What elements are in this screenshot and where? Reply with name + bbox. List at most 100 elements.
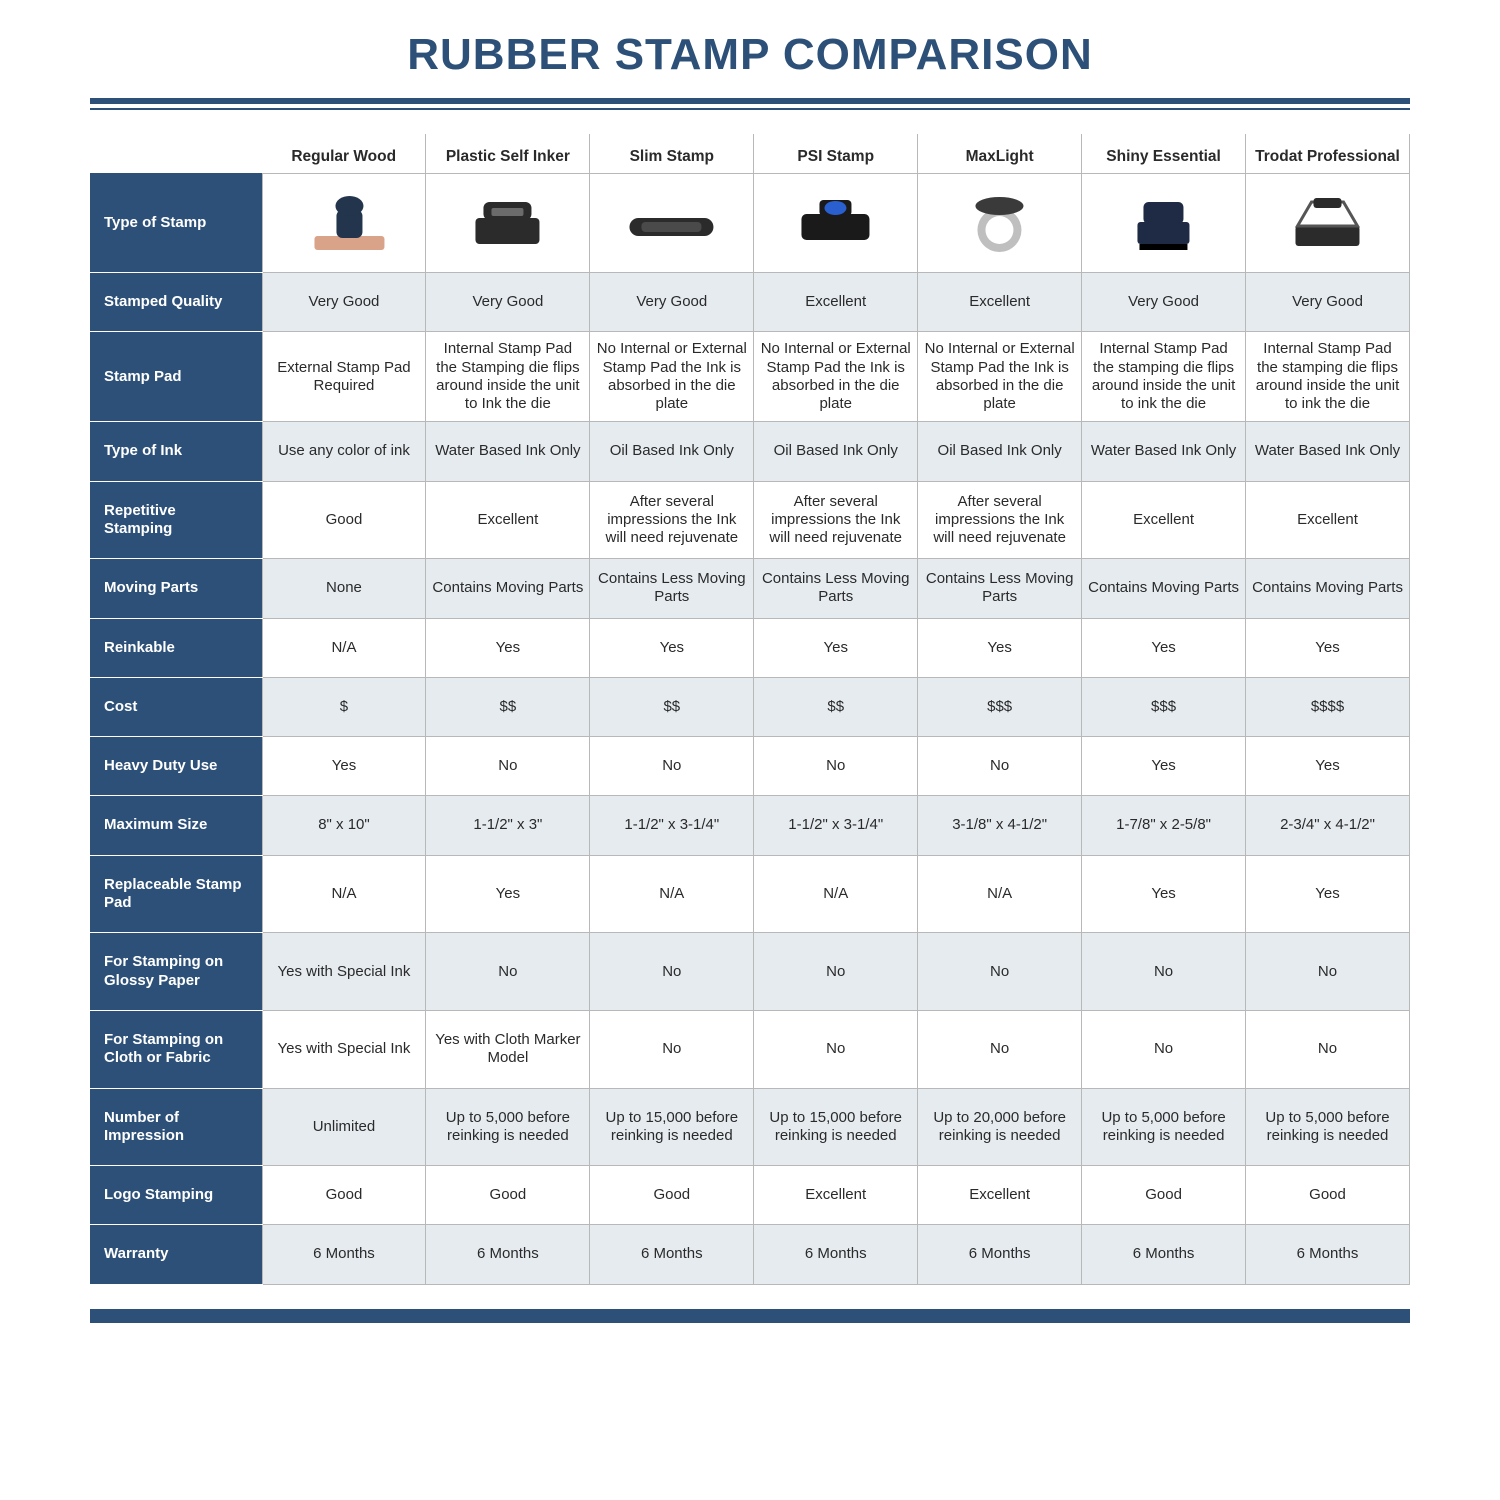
- stamp-icon: [760, 188, 911, 258]
- column-header: Shiny Essential: [1082, 134, 1246, 173]
- cell: Oil Based Ink Only: [590, 422, 754, 481]
- column-header: Trodat Professional: [1246, 134, 1410, 173]
- cell: No: [1082, 933, 1246, 1011]
- cell: No: [918, 737, 1082, 796]
- cell: Yes: [262, 737, 426, 796]
- cell: No: [590, 933, 754, 1011]
- cell: 6 Months: [1246, 1225, 1410, 1284]
- header-row: Regular WoodPlastic Self InkerSlim Stamp…: [90, 134, 1410, 173]
- cell: N/A: [262, 855, 426, 933]
- row-label: Number of Impression: [90, 1088, 262, 1166]
- row-label: Type of Stamp: [90, 173, 262, 272]
- cell: 1-1/2" x 3-1/4": [590, 796, 754, 855]
- cell: None: [262, 559, 426, 618]
- cell: No: [918, 933, 1082, 1011]
- table-row: For Stamping on Cloth or FabricYes with …: [90, 1010, 1410, 1088]
- cell: $$$$: [1246, 677, 1410, 736]
- cell: 6 Months: [590, 1225, 754, 1284]
- cell: No Internal or External Stamp Pad the In…: [754, 332, 918, 422]
- cell: Contains Less Moving Parts: [754, 559, 918, 618]
- row-label: Stamp Pad: [90, 332, 262, 422]
- row-label: For Stamping on Cloth or Fabric: [90, 1010, 262, 1088]
- cell: $: [262, 677, 426, 736]
- row-label: Cost: [90, 677, 262, 736]
- cell: Very Good: [1246, 272, 1410, 331]
- cell: $$$: [918, 677, 1082, 736]
- cell: $$: [426, 677, 590, 736]
- cell: 6 Months: [426, 1225, 590, 1284]
- cell: Very Good: [262, 272, 426, 331]
- cell: $$$: [1082, 677, 1246, 736]
- cell: $$: [754, 677, 918, 736]
- table-body: Type of StampStamped QualityVery GoodVer…: [90, 173, 1410, 1284]
- cell: No: [1246, 1010, 1410, 1088]
- cell: Yes: [918, 618, 1082, 677]
- cell: $$: [590, 677, 754, 736]
- cell: Good: [262, 481, 426, 559]
- column-header: Plastic Self Inker: [426, 134, 590, 173]
- row-label: Reinkable: [90, 618, 262, 677]
- cell: Contains Moving Parts: [1246, 559, 1410, 618]
- cell: Up to 15,000 before reinking is needed: [590, 1088, 754, 1166]
- cell: Yes with Special Ink: [262, 933, 426, 1011]
- header-blank: [90, 134, 262, 173]
- table-row: For Stamping on Glossy PaperYes with Spe…: [90, 933, 1410, 1011]
- column-header: PSI Stamp: [754, 134, 918, 173]
- stamp-image-cell: [918, 173, 1082, 272]
- cell: Yes: [1082, 737, 1246, 796]
- cell: 1-7/8" x 2-5/8": [1082, 796, 1246, 855]
- cell: Internal Stamp Pad the Stamping die flip…: [426, 332, 590, 422]
- cell: 3-1/8" x 4-1/2": [918, 796, 1082, 855]
- row-label: Maximum Size: [90, 796, 262, 855]
- table-row: Type of Stamp: [90, 173, 1410, 272]
- table-row: Maximum Size8" x 10"1-1/2" x 3"1-1/2" x …: [90, 796, 1410, 855]
- stamp-image-cell: [590, 173, 754, 272]
- comparison-table: Regular WoodPlastic Self InkerSlim Stamp…: [90, 134, 1410, 1285]
- cell: Yes: [426, 855, 590, 933]
- row-label: Warranty: [90, 1225, 262, 1284]
- cell: No: [754, 933, 918, 1011]
- cell: Excellent: [1246, 481, 1410, 559]
- table-row: ReinkableN/AYesYesYesYesYesYes: [90, 618, 1410, 677]
- stamp-icon: [269, 188, 420, 258]
- cell: 6 Months: [754, 1225, 918, 1284]
- stamp-icon: [432, 188, 583, 258]
- cell: Excellent: [918, 1166, 1082, 1225]
- cell: 8" x 10": [262, 796, 426, 855]
- cell: Good: [426, 1166, 590, 1225]
- row-label: Replaceable Stamp Pad: [90, 855, 262, 933]
- table-row: Repetitive StampingGoodExcellentAfter se…: [90, 481, 1410, 559]
- cell: Water Based Ink Only: [1082, 422, 1246, 481]
- cell: After several impressions the Ink will n…: [918, 481, 1082, 559]
- cell: No Internal or External Stamp Pad the In…: [590, 332, 754, 422]
- stamp-image-cell: [426, 173, 590, 272]
- cell: Yes: [1082, 618, 1246, 677]
- stamp-image-cell: [262, 173, 426, 272]
- cell: N/A: [590, 855, 754, 933]
- row-label: Type of Ink: [90, 422, 262, 481]
- cell: Internal Stamp Pad the stamping die flip…: [1082, 332, 1246, 422]
- row-label: Repetitive Stamping: [90, 481, 262, 559]
- table-row: Logo StampingGoodGoodGoodExcellentExcell…: [90, 1166, 1410, 1225]
- cell: No Internal or External Stamp Pad the In…: [918, 332, 1082, 422]
- stamp-icon: [1088, 188, 1239, 258]
- row-label: Stamped Quality: [90, 272, 262, 331]
- cell: N/A: [262, 618, 426, 677]
- table-row: Warranty6 Months6 Months6 Months6 Months…: [90, 1225, 1410, 1284]
- cell: Internal Stamp Pad the stamping die flip…: [1246, 332, 1410, 422]
- cell: No: [1246, 933, 1410, 1011]
- title-block: RUBBER STAMP COMPARISON: [90, 0, 1410, 110]
- stamp-image-cell: [1246, 173, 1410, 272]
- table-row: Number of ImpressionUnlimitedUp to 5,000…: [90, 1088, 1410, 1166]
- row-label: Heavy Duty Use: [90, 737, 262, 796]
- cell: N/A: [754, 855, 918, 933]
- cell: Excellent: [1082, 481, 1246, 559]
- cell: Very Good: [1082, 272, 1246, 331]
- stamp-icon: [924, 188, 1075, 258]
- cell: External Stamp Pad Required: [262, 332, 426, 422]
- cell: Use any color of ink: [262, 422, 426, 481]
- cell: Yes: [1246, 618, 1410, 677]
- cell: Yes: [590, 618, 754, 677]
- footer-bar: [90, 1309, 1410, 1323]
- cell: After several impressions the Ink will n…: [590, 481, 754, 559]
